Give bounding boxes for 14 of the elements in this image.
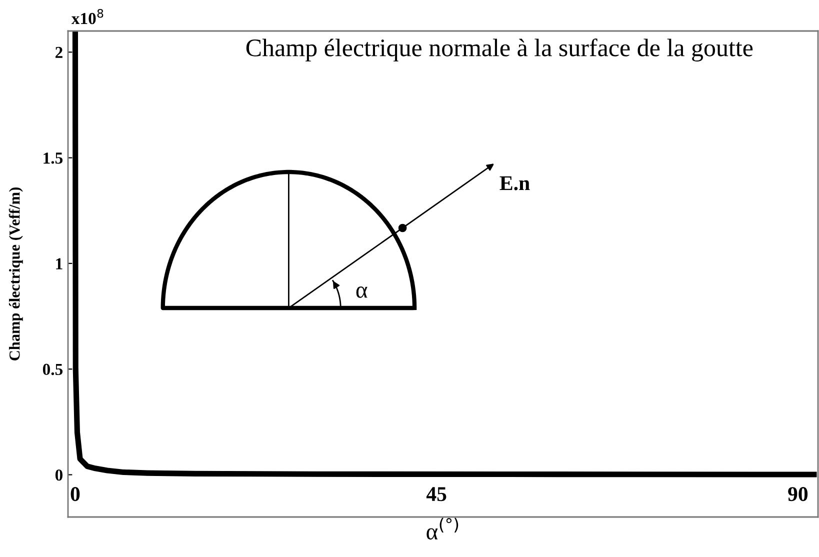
x-tick-label: 90 <box>788 487 808 502</box>
y-tick-label: 1.5 <box>44 152 63 164</box>
text: x10$^{8}$ <box>71 8 104 24</box>
y-tick-label: 0 <box>55 469 63 481</box>
x-axis-title: α$^{(°)}$ <box>426 518 458 540</box>
x-tick-label: 0 <box>70 487 80 502</box>
annotation: α <box>356 286 368 298</box>
annotation: Champ électrique normale à la surface de la goutte <box>246 38 753 62</box>
annotation: E.n <box>500 176 530 190</box>
y-tick-label: 0.5 <box>42 364 63 376</box>
y-tick-label: 2 <box>56 46 62 58</box>
x-tick-label: 45 <box>426 487 446 502</box>
y-tick-label: 1 <box>56 258 62 270</box>
y-axis-title: Champ électrique (Veff/m) <box>8 188 23 360</box>
